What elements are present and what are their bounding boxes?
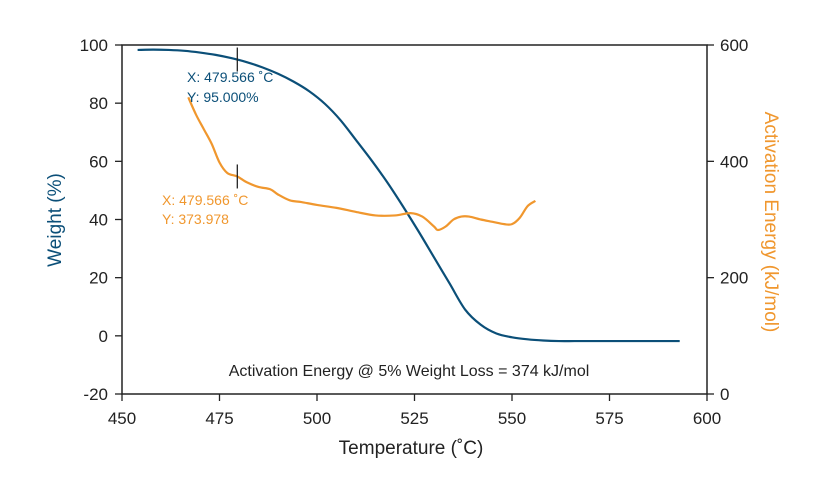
y-tick-label: 40	[89, 211, 108, 230]
y-tick-label: -20	[83, 385, 108, 404]
x-tick-label: 450	[108, 409, 136, 428]
x-axis-title: Temperature (˚C)	[339, 438, 484, 459]
y-tick-label: 100	[80, 36, 108, 55]
y2-tick-label: 0	[720, 385, 729, 404]
weight-annotation-x: X: 479.566 ˚C	[187, 69, 273, 85]
activation-energy-series-line	[187, 96, 537, 232]
x-tick-label: 575	[595, 409, 623, 428]
y-tick-label: 20	[89, 269, 108, 288]
y-tick-label: 60	[89, 152, 108, 171]
y-tick-label: 0	[99, 327, 108, 346]
activation-annotation-x: X: 479.566 ˚C	[162, 192, 248, 208]
x-tick-label: 600	[693, 409, 721, 428]
weight-annotation-y: Y: 95.000%	[187, 89, 259, 105]
y-axis-left-title: Weight (%)	[45, 173, 66, 267]
x-axis: 450 475 500 525 550 575 600	[108, 394, 721, 428]
y2-tick-label: 400	[720, 152, 748, 171]
y-axis-right: 600 400 200 0	[707, 36, 748, 404]
y-axis-right-title: Activation Energy (kJ/mol)	[760, 112, 781, 333]
x-tick-label: 475	[205, 409, 233, 428]
x-tick-label: 550	[498, 409, 526, 428]
weight-series-line	[137, 48, 680, 343]
y-tick-label: 80	[89, 94, 108, 113]
activation-energy-note: Activation Energy @ 5% Weight Loss = 374…	[229, 363, 590, 380]
x-tick-label: 500	[303, 409, 331, 428]
x-tick-label: 525	[400, 409, 428, 428]
activation-annotation-y: Y: 373.978	[162, 211, 229, 227]
y2-tick-label: 200	[720, 269, 748, 288]
y-axis-left: 100 80 60 40 20 0 -20	[80, 36, 122, 404]
y2-tick-label: 600	[720, 36, 748, 55]
